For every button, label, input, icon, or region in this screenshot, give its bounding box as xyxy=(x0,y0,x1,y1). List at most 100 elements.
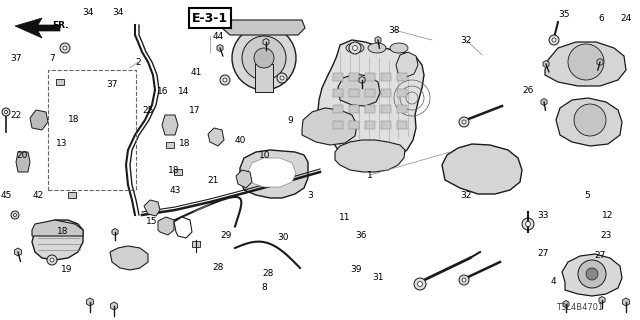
Bar xyxy=(333,89,343,97)
Text: 10: 10 xyxy=(259,150,271,159)
Text: 39: 39 xyxy=(350,266,362,275)
Text: 18: 18 xyxy=(179,139,191,148)
Circle shape xyxy=(60,43,70,53)
Text: 33: 33 xyxy=(537,211,548,220)
Polygon shape xyxy=(396,52,418,77)
Bar xyxy=(166,142,174,148)
Circle shape xyxy=(578,260,606,288)
Text: 13: 13 xyxy=(56,139,68,148)
Circle shape xyxy=(11,211,19,219)
Text: 36: 36 xyxy=(355,230,367,239)
Text: 18: 18 xyxy=(57,228,68,236)
Circle shape xyxy=(232,26,296,90)
Polygon shape xyxy=(86,298,93,306)
Polygon shape xyxy=(16,152,30,172)
Bar xyxy=(333,73,343,81)
Text: 25: 25 xyxy=(142,106,154,115)
Circle shape xyxy=(522,218,534,230)
Text: 31: 31 xyxy=(372,274,384,283)
Text: 17: 17 xyxy=(189,106,201,115)
Text: 41: 41 xyxy=(190,68,202,76)
Text: 45: 45 xyxy=(0,190,12,199)
Polygon shape xyxy=(597,59,603,66)
Bar xyxy=(349,105,359,113)
Text: 7: 7 xyxy=(49,53,55,62)
Polygon shape xyxy=(32,220,83,260)
Polygon shape xyxy=(158,217,174,235)
Bar xyxy=(397,121,407,129)
Text: 12: 12 xyxy=(602,211,614,220)
Text: 28: 28 xyxy=(262,268,274,277)
Polygon shape xyxy=(240,150,308,198)
Text: 40: 40 xyxy=(234,135,246,145)
Ellipse shape xyxy=(390,43,408,53)
Polygon shape xyxy=(174,217,192,238)
Circle shape xyxy=(50,258,54,262)
Text: 22: 22 xyxy=(10,110,22,119)
Circle shape xyxy=(220,75,230,85)
Circle shape xyxy=(277,73,287,83)
Text: 43: 43 xyxy=(170,186,180,195)
Polygon shape xyxy=(263,38,269,45)
Polygon shape xyxy=(15,248,22,256)
Text: 9: 9 xyxy=(287,116,293,124)
Text: E-3-1: E-3-1 xyxy=(192,12,228,25)
Text: 42: 42 xyxy=(33,190,44,199)
Circle shape xyxy=(280,76,284,80)
Text: 5: 5 xyxy=(584,190,590,199)
Text: 8: 8 xyxy=(261,283,267,292)
Polygon shape xyxy=(543,60,549,68)
Polygon shape xyxy=(248,158,296,187)
Polygon shape xyxy=(541,99,547,106)
Circle shape xyxy=(568,44,604,80)
Text: 20: 20 xyxy=(16,150,28,159)
Circle shape xyxy=(459,275,469,285)
Bar xyxy=(397,89,407,97)
Text: 23: 23 xyxy=(600,230,612,239)
Polygon shape xyxy=(563,300,569,308)
Circle shape xyxy=(418,282,422,286)
Polygon shape xyxy=(338,74,380,106)
Circle shape xyxy=(242,36,286,80)
Bar xyxy=(48,70,136,190)
Circle shape xyxy=(254,48,274,68)
Circle shape xyxy=(459,117,469,127)
Circle shape xyxy=(2,108,10,116)
Text: 34: 34 xyxy=(112,7,124,17)
Text: 4: 4 xyxy=(550,276,556,285)
Bar xyxy=(56,79,64,85)
Ellipse shape xyxy=(368,43,386,53)
Text: 28: 28 xyxy=(212,263,224,273)
Polygon shape xyxy=(623,298,630,306)
Polygon shape xyxy=(302,108,357,145)
Polygon shape xyxy=(599,297,605,303)
Text: 29: 29 xyxy=(220,230,232,239)
Text: 32: 32 xyxy=(460,36,472,44)
Polygon shape xyxy=(32,220,83,236)
Circle shape xyxy=(353,46,357,51)
Text: 16: 16 xyxy=(157,86,169,95)
Circle shape xyxy=(4,110,8,114)
Bar xyxy=(381,121,391,129)
Polygon shape xyxy=(359,76,365,84)
Polygon shape xyxy=(111,302,118,310)
Bar xyxy=(174,169,182,175)
Polygon shape xyxy=(217,44,223,52)
Text: 37: 37 xyxy=(106,79,118,89)
Bar xyxy=(365,121,375,129)
Bar xyxy=(349,73,359,81)
Polygon shape xyxy=(562,254,622,296)
Polygon shape xyxy=(162,115,178,135)
Circle shape xyxy=(552,38,556,42)
Text: FR.: FR. xyxy=(52,20,68,29)
Polygon shape xyxy=(335,140,405,172)
Text: 14: 14 xyxy=(179,86,189,95)
Polygon shape xyxy=(236,170,252,188)
Circle shape xyxy=(47,255,57,265)
Circle shape xyxy=(586,268,598,280)
Text: 24: 24 xyxy=(620,13,632,22)
Bar xyxy=(192,241,200,247)
Text: 44: 44 xyxy=(212,31,223,41)
Bar xyxy=(381,89,391,97)
Text: 37: 37 xyxy=(10,53,22,62)
